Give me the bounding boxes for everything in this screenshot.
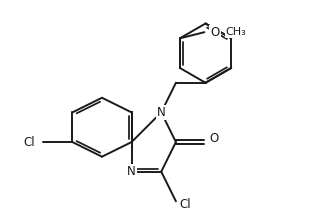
Text: Cl: Cl [24,136,35,148]
Text: Cl: Cl [179,198,191,211]
Text: CH₃: CH₃ [225,27,246,37]
Text: O: O [211,26,220,39]
Text: O: O [209,132,218,145]
Text: N: N [157,106,166,119]
Text: N: N [127,165,136,178]
